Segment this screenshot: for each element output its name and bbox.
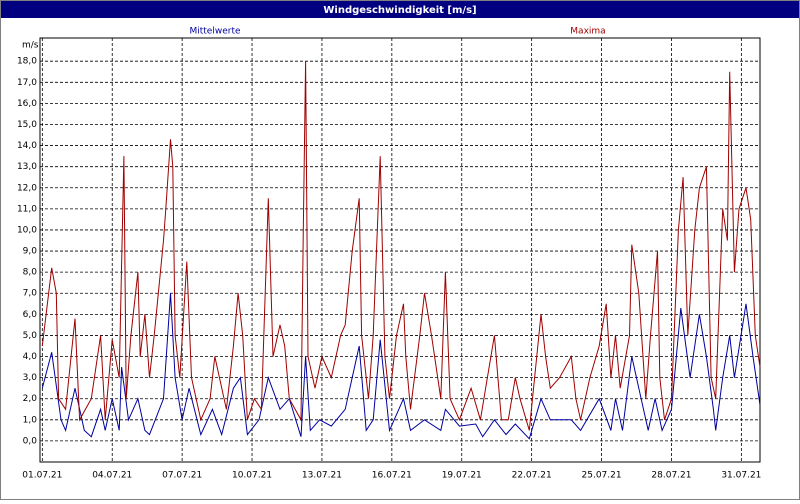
- y-tick-label: 18,0: [17, 57, 37, 67]
- y-tick-label: 3,0: [23, 373, 38, 383]
- y-tick-label: 9,0: [23, 247, 38, 257]
- y-tick-label: 17,0: [17, 78, 37, 88]
- y-tick-label: 5,0: [23, 331, 38, 341]
- y-tick-label: 12,0: [17, 183, 37, 193]
- x-tick-label: 28.07.21: [651, 471, 691, 481]
- y-tick-label: 15,0: [17, 120, 37, 130]
- x-tick-label: 04.07.21: [92, 471, 132, 481]
- y-tick-label: 8,0: [23, 268, 38, 278]
- x-tick-label: 13.07.21: [302, 471, 342, 481]
- x-tick-label: 25.07.21: [582, 471, 622, 481]
- legend-entry: Mittelwerte: [189, 27, 240, 37]
- y-tick-label: 0,0: [23, 436, 38, 446]
- y-tick-label: 11,0: [17, 204, 37, 214]
- legend-entry: Maxima: [570, 27, 605, 37]
- y-tick-label: 4,0: [23, 352, 38, 362]
- series-line: [41, 61, 761, 431]
- y-tick-label: 13,0: [17, 162, 37, 172]
- x-tick-label: 22.07.21: [512, 471, 552, 481]
- y-axis-label: m/s: [22, 41, 39, 51]
- x-tick-label: 10.07.21: [232, 471, 272, 481]
- x-tick-label: 16.07.21: [372, 471, 412, 481]
- title-bar: [1, 1, 799, 18]
- x-tick-label: 01.07.21: [22, 471, 62, 481]
- chart-title: Windgeschwindigkeit [m/s]: [323, 5, 476, 16]
- y-tick-label: 16,0: [17, 99, 37, 109]
- x-tick-label: 31.07.21: [721, 471, 761, 481]
- y-tick-label: 6,0: [23, 310, 38, 320]
- y-tick-label: 1,0: [23, 415, 38, 425]
- y-tick-label: 7,0: [23, 289, 38, 299]
- series-line: [41, 293, 761, 440]
- x-tick-label: 07.07.21: [162, 471, 202, 481]
- y-tick-label: 10,0: [17, 225, 37, 235]
- y-tick-label: 2,0: [23, 394, 38, 404]
- x-tick-label: 19.07.21: [442, 471, 482, 481]
- y-tick-label: 14,0: [17, 141, 37, 151]
